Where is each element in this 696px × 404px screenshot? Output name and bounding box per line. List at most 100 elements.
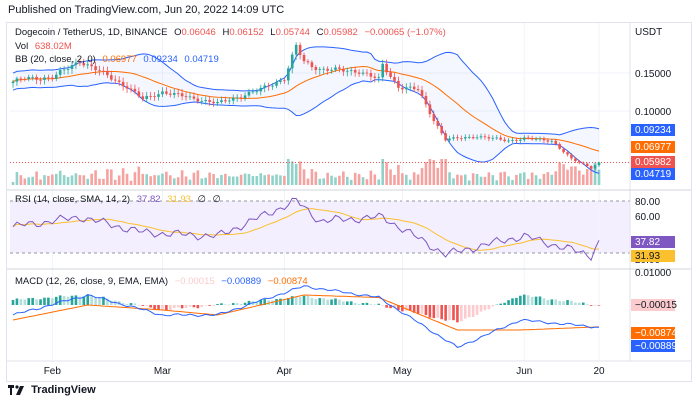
volume-bar — [82, 175, 86, 185]
macd-hist-bar — [137, 305, 141, 306]
candle-body — [70, 65, 74, 70]
macd-hist-bar — [495, 303, 499, 305]
candle-body — [247, 91, 251, 96]
candle-body — [562, 148, 565, 153]
volume-bar — [393, 174, 396, 185]
macd-hist-bar — [247, 300, 251, 305]
candle-body — [530, 138, 534, 140]
volume-bar — [562, 164, 565, 185]
candle-body — [495, 137, 499, 139]
volume-bar — [263, 175, 267, 185]
candle-body — [306, 61, 310, 63]
macd-hist-bar — [353, 303, 357, 305]
candle-body — [349, 69, 353, 71]
volume-bar — [389, 169, 392, 185]
volume-bar — [102, 178, 105, 185]
candle-body — [542, 138, 546, 141]
macd-hist-bar — [444, 305, 447, 321]
volume-bar — [361, 177, 365, 185]
volume-bar — [54, 173, 58, 185]
macd-hist-bar — [554, 299, 558, 305]
volume-bar — [542, 173, 546, 185]
macd-line — [12, 285, 600, 348]
candle-body — [432, 114, 436, 121]
footer-brand[interactable]: TradingView — [8, 384, 96, 396]
macd-hist-bar — [161, 305, 164, 310]
legend-ohlc: Dogecoin / TetherUS, 1D, BINANCE O0.0604… — [15, 27, 450, 38]
chart-panel[interactable]: USDT 0.15000 0.10000 80.00 60.00 20.00 0… — [6, 22, 692, 382]
volume-bar — [196, 170, 200, 185]
macd-hist-bar — [381, 305, 384, 306]
macd-hist-bar — [550, 299, 554, 305]
macd-hist-bar — [74, 295, 78, 305]
volume-bar — [589, 165, 593, 185]
time-tick-label: Jun — [516, 366, 532, 377]
macd-hist-bar — [39, 299, 42, 305]
macd-hist-bar — [125, 303, 129, 305]
volume-bar — [31, 176, 34, 185]
macd-hist-bar — [188, 305, 192, 307]
legend-rsi-label: RSI (14, close, SMA, 14, 2) — [15, 194, 131, 205]
macd-hist-bar — [86, 294, 90, 305]
macd-hist-bar — [385, 305, 388, 308]
rsi-band-bg — [10, 201, 630, 253]
volume-bar — [585, 169, 589, 185]
candle-body — [176, 93, 180, 94]
time-tick-label: 20 — [593, 366, 605, 377]
rsi-tick-0: 80.00 — [635, 197, 660, 208]
volume-bar — [444, 159, 447, 185]
svg-text:0.09234: 0.09234 — [635, 125, 672, 136]
volume-bar — [463, 174, 467, 185]
macd-hist-bar — [90, 295, 93, 305]
candle-body — [259, 87, 263, 92]
macd-hist-bar — [255, 301, 259, 305]
macd-hist-bar — [393, 305, 396, 309]
volume-bar — [157, 175, 160, 185]
candle-body — [15, 78, 19, 82]
legend-rsi-na2: ∅ — [212, 194, 221, 205]
bb-basis-line — [12, 65, 600, 152]
volume-bar — [125, 173, 129, 185]
footer-brand-label: TradingView — [31, 384, 96, 396]
candle-body — [526, 137, 530, 139]
macd-hist-bar — [31, 297, 34, 305]
candle-body — [452, 137, 455, 139]
candle-body — [263, 85, 267, 88]
volume-bar — [534, 175, 538, 185]
macd-hist-bar — [322, 298, 325, 305]
candle-body — [271, 85, 274, 87]
svg-text:0.06977: 0.06977 — [635, 142, 672, 153]
time-tick-label: Apr — [277, 366, 293, 377]
volume-bar — [381, 159, 384, 185]
chart-svg[interactable]: USDT 0.15000 0.10000 80.00 60.00 20.00 0… — [7, 23, 691, 381]
volume-bar — [27, 177, 31, 185]
volume-bar — [511, 179, 514, 185]
volume-bar — [471, 173, 475, 185]
volume-bar — [515, 174, 518, 185]
macd-hist-bar — [456, 305, 459, 323]
volume-bar — [247, 173, 251, 185]
candle-body — [507, 140, 510, 142]
macd-hist-bar — [200, 305, 204, 308]
legend-macd-label: MACD (12, 26, close, 9, EMA, EMA) — [15, 276, 169, 287]
candle-body — [479, 136, 483, 138]
macd-hist-bar — [306, 295, 310, 305]
candle-body — [39, 79, 42, 81]
candle-body — [102, 70, 105, 72]
macd-hist-bar — [43, 297, 46, 305]
candle-body — [519, 139, 522, 141]
macd-hist-bar — [172, 305, 176, 309]
candle-body — [106, 70, 109, 76]
candle-body — [23, 78, 27, 80]
svg-text:31.93: 31.93 — [635, 251, 660, 262]
macd-hist-bar — [157, 305, 160, 310]
badge-macd-line: −0.00889 — [631, 340, 677, 352]
candle-body — [408, 86, 412, 88]
macd-hist-bar — [208, 305, 211, 306]
volume-bar — [47, 175, 50, 185]
candle-body — [597, 162, 601, 166]
price-tick-0: 0.15000 — [635, 69, 672, 80]
legend-bb-label: BB (20, close, 2, 0) — [15, 54, 96, 65]
volume-bar — [74, 173, 78, 185]
bb-lower-line — [12, 79, 600, 174]
